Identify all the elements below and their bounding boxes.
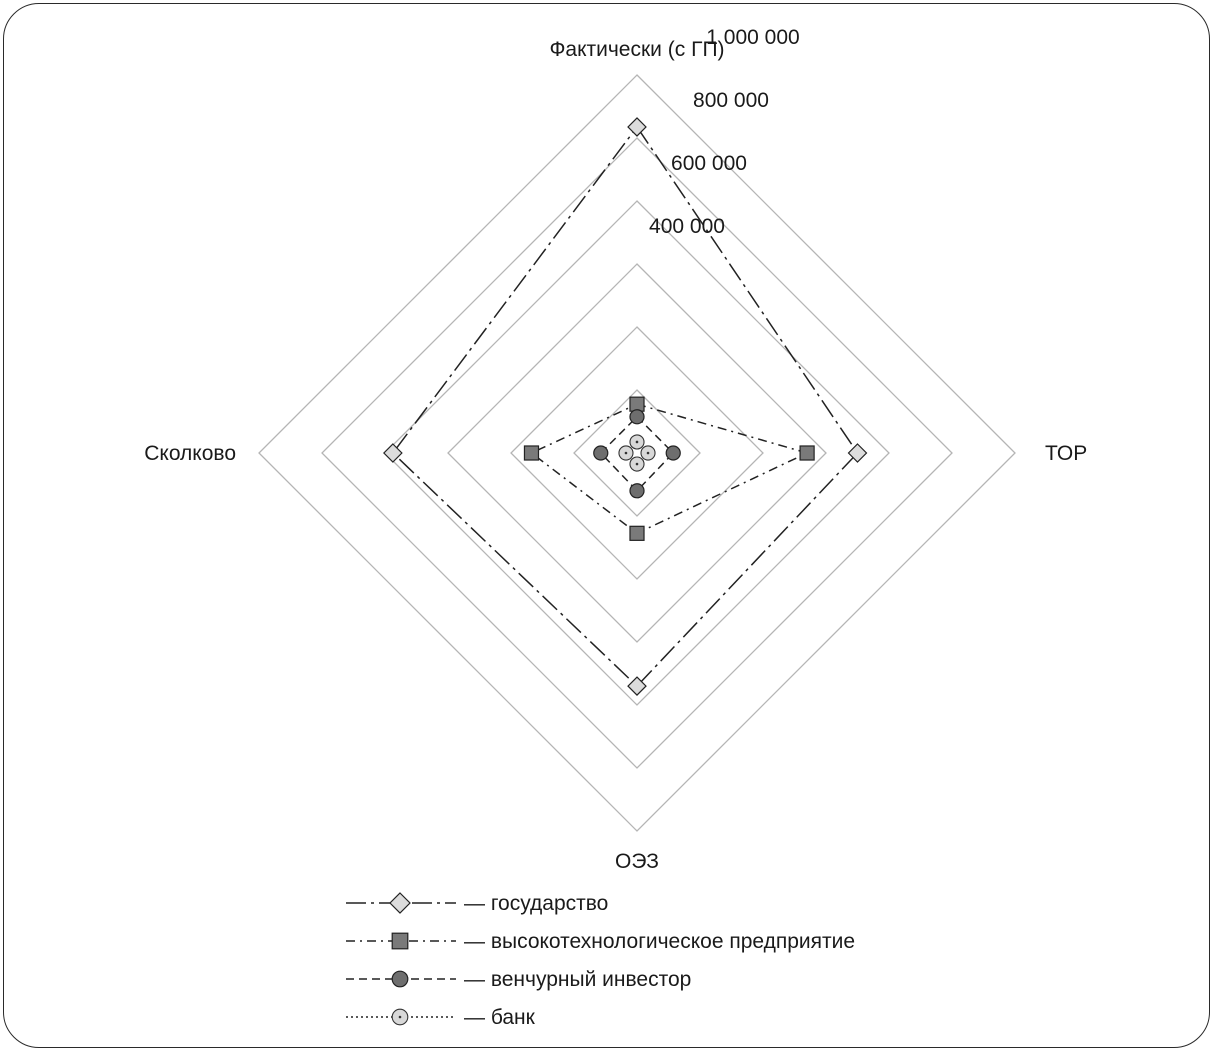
marker-circle	[593, 445, 609, 461]
grid-ring	[510, 326, 764, 580]
grid-ring	[258, 74, 1016, 832]
tick-label: 400 000	[649, 215, 725, 238]
axis-labels: Фактически (с ГП) ТОР ОЭЗ Сколково	[144, 38, 1087, 873]
series-diamond	[383, 117, 868, 696]
axis-label-top: Фактически (с ГП)	[549, 38, 724, 61]
marker-square	[799, 445, 815, 461]
tick-label: 1 000 000	[706, 26, 799, 49]
legend-label: — высокотехнологическое предприятие	[464, 930, 855, 953]
legend-item: — венчурный инвестор	[346, 968, 691, 991]
series-line	[391, 125, 859, 688]
marker-square	[391, 932, 409, 950]
marker-square	[523, 445, 540, 461]
marker-diamond	[627, 117, 647, 137]
marker-circle	[665, 445, 681, 461]
chart-frame	[3, 3, 1210, 1048]
legend-label: — государство	[464, 892, 608, 915]
marker-circle	[391, 970, 409, 988]
marker-diamond	[389, 892, 411, 914]
marker-center-dot	[646, 451, 650, 455]
marker-square	[629, 396, 645, 412]
legend: — государство — высокотехнологическое пре…	[346, 892, 855, 1029]
grid-rings	[258, 74, 1016, 832]
axis-label-bottom: ОЭЗ	[615, 850, 659, 873]
series-dotted-circle	[618, 434, 656, 472]
series-line	[599, 415, 675, 492]
legend-label: — венчурный инвестор	[464, 968, 691, 991]
marker-center-dot	[624, 451, 628, 455]
legend-label: — банк	[464, 1006, 536, 1029]
series-square	[523, 396, 815, 541]
series-circle	[593, 409, 681, 499]
marker-square	[629, 525, 645, 541]
marker-diamond	[847, 443, 868, 463]
legend-item: — банк	[346, 1006, 536, 1029]
marker-diamond	[627, 676, 647, 696]
marker-circle	[629, 483, 645, 499]
marker-circle	[629, 409, 645, 425]
marker-center-dot	[635, 440, 639, 444]
tick-label: 800 000	[693, 89, 769, 112]
marker-center-dot	[398, 1015, 402, 1019]
grid-ring	[321, 137, 953, 769]
tick-labels: 400 000 600 000 800 000 1 000 000	[649, 26, 800, 238]
grid-ring	[384, 200, 890, 706]
axis-label-right: ТОР	[1045, 442, 1087, 465]
grid-ring	[447, 263, 827, 643]
series-layer	[383, 117, 868, 696]
grid-ring	[573, 389, 701, 517]
axis-label-left: Сколково	[144, 442, 236, 465]
legend-item: — высокотехнологическое предприятие	[346, 930, 855, 953]
marker-diamond	[383, 443, 403, 463]
tick-label: 600 000	[671, 152, 747, 175]
marker-center-dot	[635, 462, 639, 466]
legend-item: — государство	[346, 892, 608, 915]
